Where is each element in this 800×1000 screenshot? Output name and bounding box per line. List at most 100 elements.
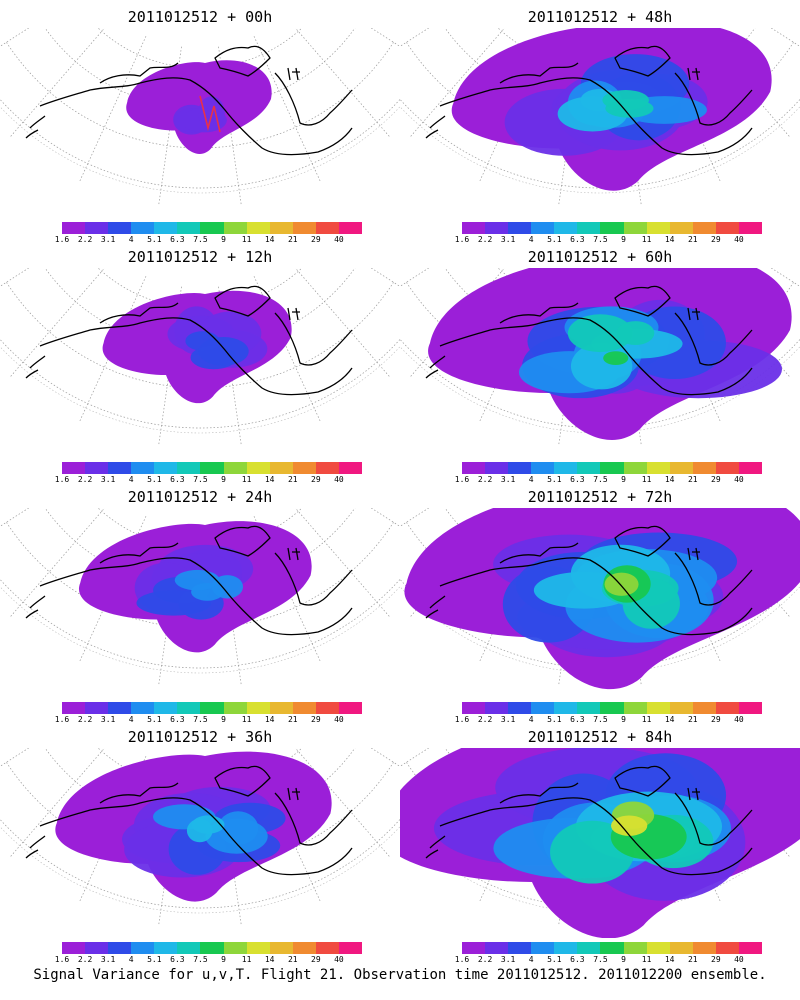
colorbar-labels: 1.6 2.2 3.1 4 5.1 6.3 7.5 9 11 14 21 29 40	[455, 715, 762, 725]
colorbar-labels: 1.6 2.2 3.1 4 5.1 6.3 7.5 9 11 14 21 29 40	[455, 235, 762, 245]
colorbar-tick-label: 4	[128, 235, 134, 244]
colorbar-tick-label: 14	[264, 235, 275, 244]
colorbar-tick-label: 7.5	[193, 715, 208, 724]
colorbar-swatch	[462, 462, 486, 474]
colorbar-tick-label: 21	[687, 235, 698, 244]
colorbar-tick-label: 14	[664, 235, 675, 244]
colorbar	[62, 462, 363, 474]
colorbar-swatch	[692, 702, 716, 714]
colorbar-tick-label: 6.3	[170, 235, 185, 244]
colorbar-swatch	[692, 942, 716, 954]
forecast-panel: 2011012512 + 24h 1.6 2.2 3.1 4 5.1 6.3 7.5 9 11 14…	[0, 480, 400, 724]
colorbar-swatch	[600, 222, 624, 234]
colorbar-labels: 1.6 2.2 3.1 4 5.1 6.3 7.5 9 11 14 21 29 40	[55, 235, 362, 245]
panel-title: 2011012512 + 84h	[527, 728, 673, 746]
colorbar-swatch	[315, 222, 339, 234]
colorbar-tick-label: 21	[687, 475, 698, 484]
colorbar-tick-label: 29	[311, 955, 321, 964]
colorbar-swatch	[646, 222, 670, 234]
colorbar-swatch	[108, 702, 132, 714]
colorbar-tick-label: 21	[287, 955, 298, 964]
colorbar-tick-label: 2.2	[77, 955, 93, 964]
colorbar-swatch	[531, 942, 555, 954]
colorbar-labels: 1.6 2.2 3.1 4 5.1 6.3 7.5 9 11 14 21 29 40	[455, 475, 762, 485]
colorbar-swatch	[531, 462, 555, 474]
panel-title: 2011012512 + 60h	[527, 248, 673, 266]
colorbar-swatch	[246, 702, 270, 714]
colorbar-swatch	[600, 942, 624, 954]
colorbar-swatch	[62, 222, 86, 234]
colorbar-tick-label: 11	[241, 715, 252, 724]
colorbar-labels: 1.6 2.2 3.1 4 5.1 6.3 7.5 9 11 14 21 29 40	[55, 955, 362, 965]
colorbar-swatch	[154, 942, 178, 954]
colorbar	[62, 222, 363, 234]
colorbar-tick-label: 9	[221, 955, 226, 964]
colorbar-tick-label: 21	[287, 715, 298, 724]
polar-map	[0, 268, 400, 446]
colorbar-tick-label: 3.1	[100, 715, 116, 724]
colorbar-tick-label: 14	[264, 955, 275, 964]
coastline	[425, 765, 753, 876]
forecast-panel: 2011012512 + 60h 1.6 2.2 3.1 4 5.1 6.3 7.5 9 11 14…	[400, 240, 800, 484]
colorbar-swatch	[269, 942, 293, 954]
polar-map	[0, 28, 400, 206]
colorbar-swatch	[508, 702, 532, 714]
colorbar-swatch	[131, 942, 155, 954]
colorbar-tick-label: 9	[621, 715, 626, 724]
colorbar-tick-label: 7.5	[193, 955, 208, 964]
forecast-panel: 2011012512 + 84h 1.6 2.2 3.1 4 5.1 6.3 7.5 9 11 14…	[400, 720, 800, 964]
colorbar-tick-label: 1.6	[454, 715, 470, 724]
colorbar-swatch	[315, 462, 339, 474]
colorbar-tick-label: 14	[264, 715, 275, 724]
colorbar-tick-label: 11	[641, 235, 652, 244]
variance-field	[102, 290, 292, 404]
colorbar-tick-label: 3.1	[500, 715, 516, 724]
colorbar-tick-label: 1.6	[54, 955, 70, 964]
colorbar-tick-label: 40	[334, 475, 344, 484]
panel-title: 2011012512 + 24h	[127, 488, 273, 506]
colorbar-swatch	[577, 222, 601, 234]
colorbar-swatch	[315, 702, 339, 714]
colorbar-swatch	[462, 222, 486, 234]
colorbar-swatch	[177, 222, 201, 234]
colorbar-swatch	[646, 702, 670, 714]
colorbar-swatch	[223, 942, 247, 954]
colorbar-tick-label: 3.1	[500, 475, 516, 484]
colorbar-tick-label: 6.3	[570, 475, 585, 484]
colorbar-swatch	[200, 462, 224, 474]
colorbar-tick-label: 1.6	[54, 715, 70, 724]
colorbar-swatch	[669, 702, 693, 714]
colorbar	[62, 942, 363, 954]
colorbar-swatch	[715, 222, 739, 234]
colorbar-tick-label: 5.1	[147, 475, 162, 484]
colorbar-swatch	[62, 462, 86, 474]
colorbar-swatch	[223, 462, 247, 474]
colorbar-swatch	[269, 462, 293, 474]
polar-map	[0, 748, 400, 926]
colorbar-swatch	[269, 702, 293, 714]
colorbar-tick-label: 14	[264, 475, 275, 484]
colorbar-tick-label: 2.2	[77, 715, 93, 724]
colorbar-swatch	[554, 462, 578, 474]
coastline	[25, 285, 353, 396]
colorbar-swatch	[338, 462, 363, 474]
colorbar-swatch	[646, 942, 670, 954]
colorbar-swatch	[485, 942, 509, 954]
colorbar-swatch	[177, 702, 201, 714]
colorbar-tick-label: 6.3	[570, 955, 585, 964]
colorbar-swatch	[669, 462, 693, 474]
colorbar-swatch	[154, 222, 178, 234]
colorbar-swatch	[246, 942, 270, 954]
colorbar-tick-label: 21	[287, 235, 298, 244]
colorbar-tick-label: 21	[687, 715, 698, 724]
colorbar-swatch	[623, 942, 647, 954]
colorbar-tick-label: 40	[734, 955, 744, 964]
colorbar-tick-label: 4	[128, 475, 134, 484]
colorbar-labels: 1.6 2.2 3.1 4 5.1 6.3 7.5 9 11 14 21 29 40	[55, 715, 362, 725]
colorbar-tick-label: 11	[641, 475, 652, 484]
colorbar-swatch	[85, 222, 109, 234]
colorbar-swatch	[131, 462, 155, 474]
colorbar-tick-label: 29	[311, 235, 321, 244]
coastline	[25, 765, 353, 876]
colorbar-swatch	[177, 942, 201, 954]
